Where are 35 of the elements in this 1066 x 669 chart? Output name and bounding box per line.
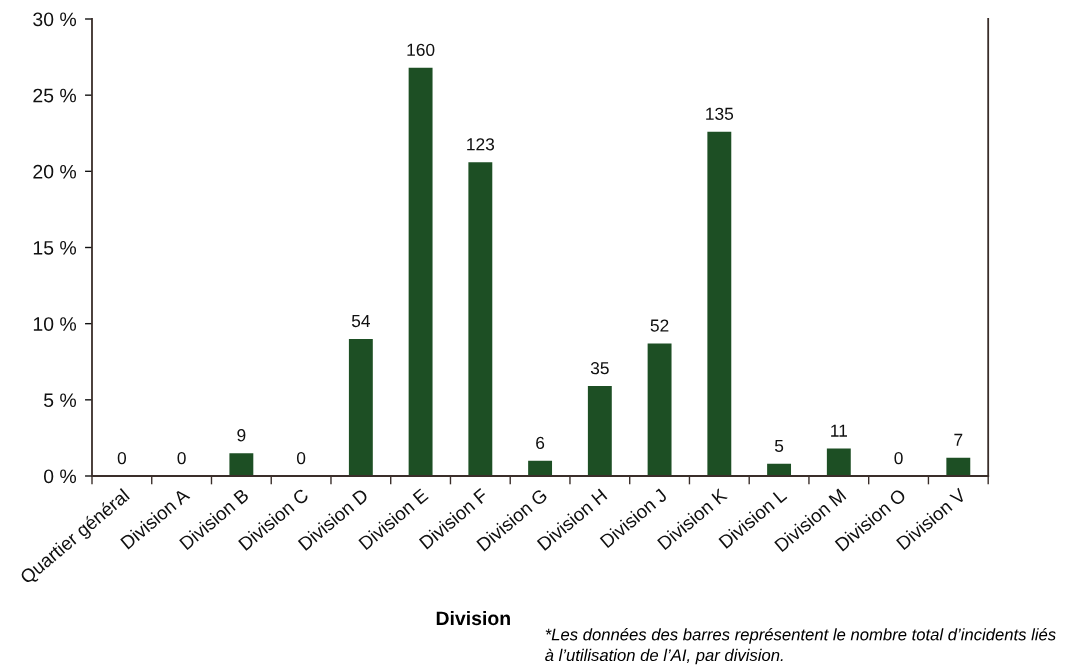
annotation: 35 bbox=[590, 362, 609, 375]
y-tick-label: 15 % bbox=[33, 241, 77, 255]
bar bbox=[946, 457, 971, 476]
bar bbox=[587, 386, 612, 476]
text: *Les données des barres représentent le nombre total d’incidents liés à l’utilisation de l’AI, par division. bbox=[545, 628, 1056, 665]
bar bbox=[767, 463, 792, 476]
annotation: 0 bbox=[296, 451, 306, 465]
annotation: 0 bbox=[894, 451, 903, 465]
y-tick-label: 20 % bbox=[33, 164, 77, 179]
annotation: 52 bbox=[650, 319, 669, 332]
bar bbox=[826, 448, 851, 476]
annotation: 6 bbox=[536, 436, 545, 449]
x-axis-title: Division bbox=[436, 610, 510, 626]
annotation: 7 bbox=[954, 433, 963, 446]
annotation: 5 bbox=[774, 439, 784, 453]
annotation: 123 bbox=[467, 138, 495, 151]
bar bbox=[468, 162, 493, 476]
y-tick-label: 5 % bbox=[43, 393, 77, 408]
bar bbox=[647, 343, 672, 476]
annotation: 11 bbox=[831, 424, 847, 437]
annotation: 9 bbox=[237, 429, 246, 442]
annotation: 54 bbox=[351, 315, 370, 328]
y-tick-label: 30 % bbox=[33, 12, 77, 27]
annotation: 0 bbox=[117, 451, 127, 465]
annotation: 0 bbox=[177, 451, 186, 465]
bar bbox=[408, 67, 433, 476]
bar bbox=[707, 131, 732, 476]
bar bbox=[528, 460, 553, 476]
bar bbox=[348, 338, 373, 476]
y-tick-label: 0 % bbox=[43, 469, 77, 484]
bar bbox=[229, 453, 254, 476]
annotation: 160 bbox=[407, 43, 435, 56]
annotation: 135 bbox=[706, 107, 734, 120]
y-tick-label: 10 % bbox=[33, 317, 77, 331]
y-tick-label: 25 % bbox=[33, 88, 77, 103]
